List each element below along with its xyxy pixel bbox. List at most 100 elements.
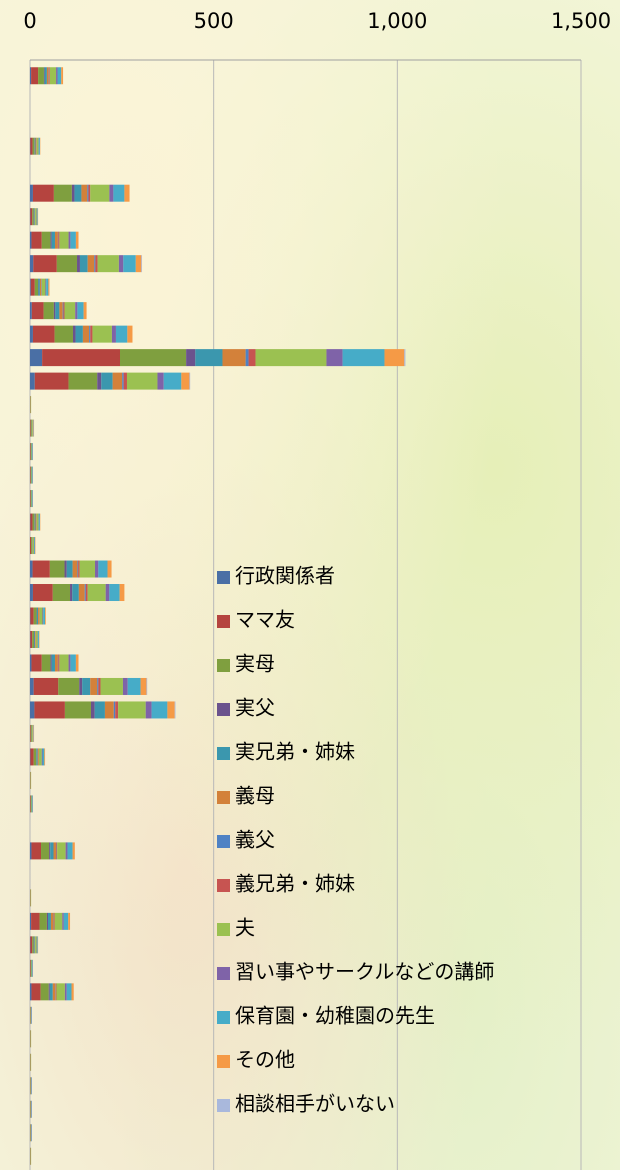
bar-segment xyxy=(31,537,33,555)
bar-segment xyxy=(104,701,114,719)
bar-segment xyxy=(123,255,136,273)
bar-segment xyxy=(34,513,36,531)
bar-segment xyxy=(47,912,51,930)
bar-segment xyxy=(36,137,39,155)
bar-segment xyxy=(50,842,54,860)
bar-segment xyxy=(112,372,123,390)
bar-segment xyxy=(72,560,78,578)
bar-segment xyxy=(41,278,46,296)
bar-segment xyxy=(32,208,34,226)
bar-segment xyxy=(71,983,74,1001)
bar-segment xyxy=(30,184,33,202)
bar-segment xyxy=(145,701,152,719)
bar-segment xyxy=(87,255,95,273)
bar-segment xyxy=(43,67,45,85)
bar-segment xyxy=(32,325,55,343)
bar-segment xyxy=(72,584,79,602)
bar-segment xyxy=(77,302,84,320)
bar-segment xyxy=(31,67,39,85)
legend-swatch xyxy=(217,923,230,936)
legend-swatch xyxy=(217,967,230,980)
bar-segment xyxy=(32,560,50,578)
bar-segment xyxy=(32,724,33,742)
bar-segment xyxy=(146,677,148,695)
bar-segment xyxy=(53,302,56,320)
bar-segment xyxy=(63,912,69,930)
bar-segment xyxy=(56,67,58,85)
bar-segment xyxy=(124,184,130,202)
bar-segment xyxy=(34,372,69,390)
bar-segment xyxy=(33,748,37,766)
bar-segment xyxy=(101,372,113,390)
bar-segment xyxy=(95,255,98,273)
bar-segment xyxy=(105,584,110,602)
bar-segment xyxy=(87,584,106,602)
bar-segment xyxy=(77,560,79,578)
bar-segment xyxy=(35,513,37,531)
bar-segment xyxy=(38,513,40,531)
bar-segment xyxy=(51,654,55,672)
bar-segment xyxy=(68,654,71,672)
bar-segment xyxy=(119,349,187,367)
bar-segment xyxy=(88,184,91,202)
bar-segment xyxy=(30,443,31,461)
bar-segment xyxy=(94,701,105,719)
bar-segment xyxy=(83,302,87,320)
bar-segment xyxy=(30,983,32,1001)
bar-segment xyxy=(57,842,66,860)
bar-segment xyxy=(74,184,82,202)
bar-segment xyxy=(31,842,42,860)
bar-segment xyxy=(30,231,32,249)
bar-segment xyxy=(107,560,112,578)
bar-segment xyxy=(30,584,33,602)
legend-swatch xyxy=(217,1011,230,1024)
bar-segment xyxy=(174,701,176,719)
legend-label: 実母 xyxy=(235,652,275,676)
bar-segment xyxy=(30,372,35,390)
bar-segment xyxy=(31,490,33,508)
bar-segment xyxy=(384,349,405,367)
legend-label: 夫 xyxy=(235,916,255,940)
bar-segment xyxy=(30,302,32,320)
bar-segment xyxy=(118,701,146,719)
bar-segment xyxy=(30,748,34,766)
bar-segment xyxy=(53,184,72,202)
bar-segment xyxy=(30,677,34,695)
bar-segment xyxy=(51,231,55,249)
bar-segment xyxy=(82,325,90,343)
bar-segment xyxy=(46,67,49,85)
bar-segment xyxy=(62,302,64,320)
bar-segment xyxy=(50,654,52,672)
bar-segment xyxy=(34,936,35,954)
bar-segment xyxy=(30,278,35,296)
bar-segment xyxy=(57,67,62,85)
bar-segment xyxy=(36,748,38,766)
x-tick-label: 0 xyxy=(23,9,36,33)
bar-segment xyxy=(30,278,31,296)
legend-label: 義母 xyxy=(235,784,275,808)
bar-segment xyxy=(30,795,31,813)
bar-segment xyxy=(30,654,32,672)
bar-segment xyxy=(38,748,42,766)
bar-segment xyxy=(54,912,63,930)
bar-segment xyxy=(52,983,56,1001)
bar-segment xyxy=(30,607,34,625)
bar-segment xyxy=(326,349,343,367)
bar-segment xyxy=(58,231,60,249)
legend-label: 義父 xyxy=(235,828,275,852)
bar-segment xyxy=(43,302,54,320)
bar-segment xyxy=(49,67,57,85)
bar-segment xyxy=(41,748,43,766)
bar-segment xyxy=(30,936,33,954)
bar-segment xyxy=(30,466,31,484)
bar-segment xyxy=(186,349,196,367)
bar-segment xyxy=(30,724,32,742)
bar-segment xyxy=(157,372,164,390)
bar-segment xyxy=(38,137,40,155)
bar-segment xyxy=(248,349,256,367)
legend-swatch xyxy=(217,703,230,716)
bar-segment xyxy=(123,372,127,390)
bar-segment xyxy=(48,983,50,1001)
bar-segment xyxy=(33,677,59,695)
bar-segment xyxy=(34,701,65,719)
